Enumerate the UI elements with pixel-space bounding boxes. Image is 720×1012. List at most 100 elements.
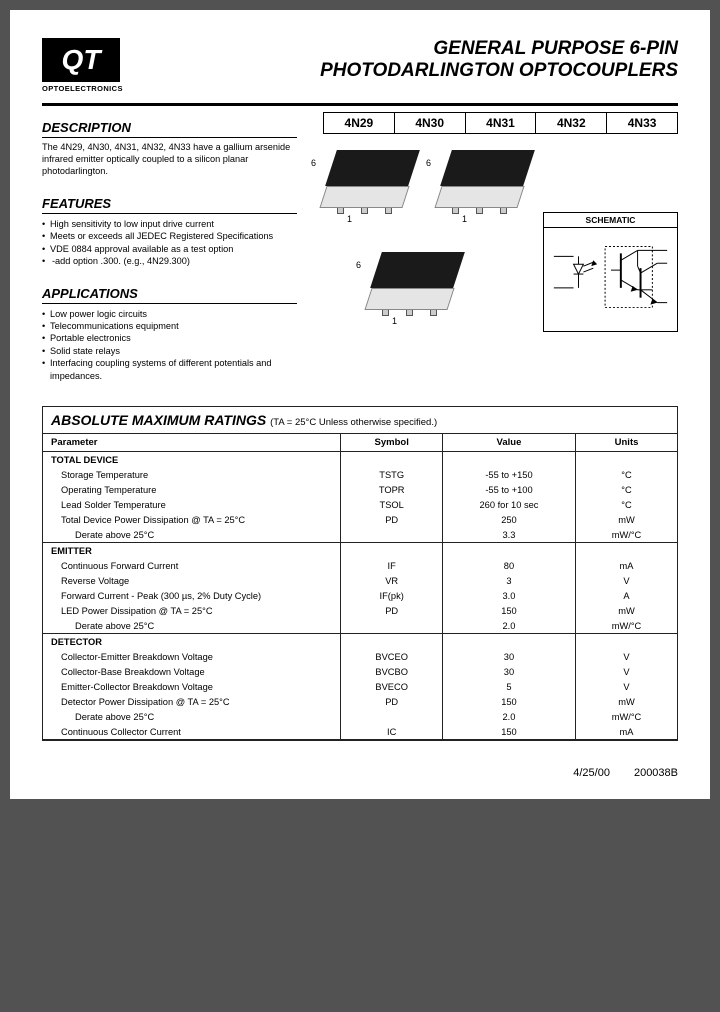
footer-doc: 200038B	[634, 767, 678, 779]
param-cell: Derate above 25°C	[43, 527, 341, 543]
logo-subtitle: OPTOELECTRONICS	[42, 84, 147, 93]
applications-rule	[42, 303, 297, 304]
title-line2: PHOTODARLINGTON OPTOCOUPLERS	[147, 60, 678, 82]
th-param: Parameter	[43, 434, 341, 452]
pin-label-1: 1	[347, 214, 352, 224]
symbol-cell	[341, 618, 442, 634]
header-rule	[42, 103, 678, 106]
value-cell: 150	[442, 603, 575, 618]
ratings-title: ABSOLUTE MAXIMUM RATINGS (TA = 25°C Unle…	[43, 407, 677, 434]
value-cell: 3	[442, 573, 575, 588]
symbol-cell: TOPR	[341, 482, 442, 497]
unit-cell: °C	[576, 497, 677, 512]
footer-date: 4/25/00	[573, 767, 610, 779]
unit-cell: °C	[576, 482, 677, 497]
feature-item: -add option .300. (e.g., 4N29.300)	[42, 255, 297, 267]
schematic-box: SCHEMATIC	[543, 212, 678, 332]
symbol-cell	[341, 527, 442, 543]
features-rule	[42, 213, 297, 214]
part: 4N29	[324, 113, 395, 133]
part-numbers: 4N29 4N30 4N31 4N32 4N33	[323, 112, 678, 134]
ratings-table: ABSOLUTE MAXIMUM RATINGS (TA = 25°C Unle…	[42, 406, 678, 741]
description-text: The 4N29, 4N30, 4N31, 4N32, 4N33 have a …	[42, 142, 297, 178]
param-cell: Emitter-Collector Breakdown Voltage	[43, 679, 341, 694]
features-list: High sensitivity to low input drive curr…	[42, 218, 297, 268]
part: 4N30	[395, 113, 466, 133]
param-cell: Reverse Voltage	[43, 573, 341, 588]
value-cell: 5	[442, 679, 575, 694]
applications-heading: APPLICATIONS	[42, 286, 297, 301]
value-cell: 250	[442, 512, 575, 527]
param-cell: Total Device Power Dissipation @ TA = 25…	[43, 512, 341, 527]
part: 4N32	[536, 113, 607, 133]
unit-cell: V	[576, 649, 677, 664]
symbol-cell: BVCBO	[341, 664, 442, 679]
ratings-table-body: Parameter Symbol Value Units TOTAL DEVIC…	[43, 434, 677, 740]
ratings-title-text: ABSOLUTE MAXIMUM RATINGS	[51, 412, 266, 428]
symbol-cell: BVECO	[341, 679, 442, 694]
pin-label-1: 1	[462, 214, 467, 224]
section-name: DETECTOR	[43, 634, 341, 650]
datasheet-page: QT OPTOELECTRONICS GENERAL PURPOSE 6-PIN…	[10, 10, 710, 799]
unit-cell: A	[576, 588, 677, 603]
param-cell: Storage Temperature	[43, 467, 341, 482]
value-cell: -55 to +150	[442, 467, 575, 482]
param-cell: Forward Current - Peak (300 µs, 2% Duty …	[43, 588, 341, 603]
param-cell: LED Power Dissipation @ TA = 25°C	[43, 603, 341, 618]
section-name: TOTAL DEVICE	[43, 452, 341, 468]
header: QT OPTOELECTRONICS GENERAL PURPOSE 6-PIN…	[42, 38, 678, 93]
applications-list: Low power logic circuits Telecommunicati…	[42, 308, 297, 383]
figures: 6 1 6 1 6 1 SCHEMATIC	[309, 142, 678, 372]
schematic-title: SCHEMATIC	[544, 213, 677, 228]
symbol-cell: IF	[341, 558, 442, 573]
unit-cell: V	[576, 573, 677, 588]
feature-item: Meets or exceeds all JEDEC Registered Sp…	[42, 230, 297, 242]
param-cell: Derate above 25°C	[43, 709, 341, 724]
param-cell: Detector Power Dissipation @ TA = 25°C	[43, 694, 341, 709]
value-cell: 80	[442, 558, 575, 573]
symbol-cell: PD	[341, 603, 442, 618]
param-cell: Continuous Collector Current	[43, 724, 341, 740]
value-cell: -55 to +100	[442, 482, 575, 497]
pin-label-6: 6	[356, 260, 361, 270]
right-column: 4N29 4N30 4N31 4N32 4N33 6 1 6 1	[309, 112, 678, 382]
app-item: Telecommunications equipment	[42, 320, 297, 332]
unit-cell: mW	[576, 694, 677, 709]
unit-cell: mW/°C	[576, 709, 677, 724]
app-item: Solid state relays	[42, 345, 297, 357]
description-rule	[42, 137, 297, 138]
unit-cell: mA	[576, 558, 677, 573]
symbol-cell: VR	[341, 573, 442, 588]
unit-cell: mW/°C	[576, 618, 677, 634]
param-cell: Collector-Emitter Breakdown Voltage	[43, 649, 341, 664]
app-item: Interfacing coupling systems of differen…	[42, 357, 297, 382]
package-icon: 6 1	[364, 252, 459, 314]
app-item: Low power logic circuits	[42, 308, 297, 320]
title-block: GENERAL PURPOSE 6-PIN PHOTODARLINGTON OP…	[147, 38, 678, 82]
value-cell: 2.0	[442, 618, 575, 634]
symbol-cell	[341, 709, 442, 724]
th-units: Units	[576, 434, 677, 452]
pin-label-6: 6	[426, 158, 431, 168]
unit-cell: mA	[576, 724, 677, 740]
value-cell: 30	[442, 649, 575, 664]
value-cell: 3.0	[442, 588, 575, 603]
unit-cell: mW	[576, 603, 677, 618]
value-cell: 260 for 10 sec	[442, 497, 575, 512]
unit-cell: V	[576, 679, 677, 694]
unit-cell: °C	[576, 467, 677, 482]
part: 4N31	[466, 113, 537, 133]
unit-cell: V	[576, 664, 677, 679]
ratings-condition: (TA = 25°C Unless otherwise specified.)	[270, 417, 437, 428]
th-value: Value	[442, 434, 575, 452]
param-cell: Operating Temperature	[43, 482, 341, 497]
param-cell: Lead Solder Temperature	[43, 497, 341, 512]
symbol-cell: PD	[341, 512, 442, 527]
app-item: Portable electronics	[42, 332, 297, 344]
footer: 4/25/00 200038B	[42, 767, 678, 779]
value-cell: 150	[442, 694, 575, 709]
package-icon: 6 1	[434, 150, 529, 212]
package-icon: 6 1	[319, 150, 414, 212]
logo-block: QT OPTOELECTRONICS	[42, 38, 147, 93]
title-line1: GENERAL PURPOSE 6-PIN	[147, 38, 678, 60]
